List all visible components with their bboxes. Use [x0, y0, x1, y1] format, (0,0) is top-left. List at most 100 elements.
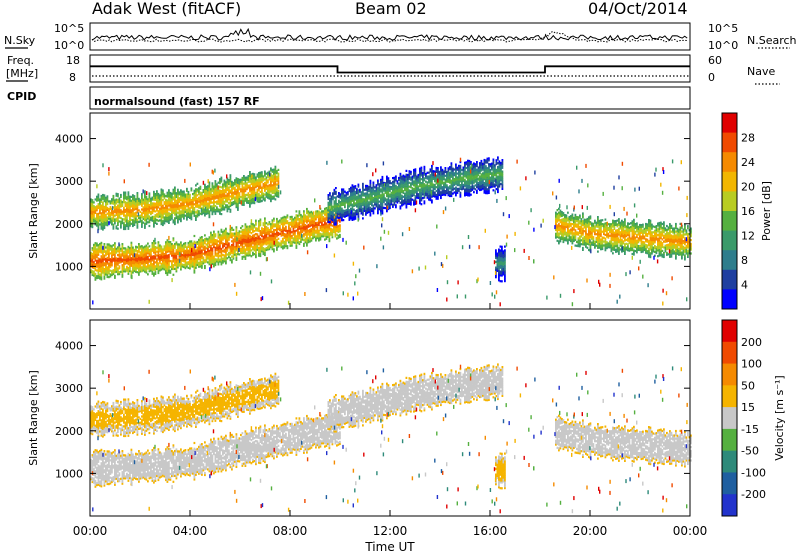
power-cell	[106, 262, 109, 265]
power-cell	[132, 250, 134, 253]
power-cell	[231, 245, 233, 249]
power-cell	[325, 228, 328, 231]
power-cell	[316, 229, 319, 232]
power-cell	[168, 267, 170, 270]
power-cell	[132, 246, 134, 249]
power-cell	[303, 214, 305, 217]
power-cell	[267, 231, 269, 234]
power-cell	[162, 261, 164, 264]
power-cell	[283, 233, 286, 236]
power-cell	[277, 222, 280, 225]
power-cell	[150, 207, 152, 210]
power-cell	[133, 268, 136, 271]
power-cell	[226, 243, 229, 246]
power-cell	[97, 259, 100, 262]
power-cell	[309, 211, 311, 214]
power-cell	[277, 180, 280, 183]
power-cell	[295, 216, 298, 219]
power-cell	[108, 247, 110, 250]
power-cell	[105, 210, 107, 213]
power-cell	[228, 255, 230, 259]
power-cell	[225, 229, 227, 232]
power-cell	[207, 240, 209, 243]
power-cell	[142, 198, 145, 201]
power-cell	[205, 237, 208, 240]
power-cell	[153, 194, 155, 197]
power-cell	[325, 208, 328, 212]
power-cell	[207, 249, 209, 252]
power-cell	[288, 239, 290, 242]
power-cell	[127, 266, 130, 270]
power-cell	[118, 205, 121, 208]
power-cell	[157, 269, 160, 273]
power-cell	[369, 214, 372, 217]
power-cell	[103, 211, 106, 214]
power-cell	[213, 238, 215, 241]
power-cell	[208, 214, 211, 217]
power-cell	[157, 254, 160, 257]
power-cell	[295, 221, 298, 224]
power-cell	[126, 254, 128, 257]
power-cell	[258, 225, 260, 229]
power-cell	[114, 253, 116, 256]
power-cell	[264, 230, 266, 234]
power-cell	[315, 225, 317, 229]
power-cell	[153, 272, 155, 275]
power-cell	[334, 233, 337, 236]
power-cell	[150, 216, 152, 219]
power-cell	[97, 193, 100, 196]
power-cell	[91, 254, 94, 257]
power-cell	[124, 195, 127, 198]
power-cell	[183, 246, 185, 249]
power-cell	[102, 228, 104, 231]
power-cell	[94, 211, 97, 214]
power-cell	[160, 264, 163, 267]
power-cell	[276, 221, 278, 224]
power-cell	[135, 270, 137, 273]
power-cell	[325, 214, 328, 217]
power-cell	[204, 265, 206, 268]
power-cell	[244, 250, 247, 253]
power-cell	[288, 231, 290, 234]
power-cell	[106, 249, 109, 252]
power-cell	[319, 234, 322, 237]
power-cell	[111, 256, 113, 259]
power-cell	[172, 239, 175, 242]
power-cell	[90, 225, 92, 228]
power-cell	[141, 249, 143, 252]
nsearch-line	[91, 30, 688, 43]
power-cell	[276, 244, 278, 247]
power-cell	[268, 244, 271, 247]
power-cell	[220, 247, 223, 250]
power-cell	[126, 201, 128, 205]
power-cell	[193, 240, 196, 243]
power-cell	[132, 221, 134, 224]
power-cell	[292, 233, 295, 236]
power-cell	[220, 242, 223, 245]
power-cell	[261, 242, 263, 245]
power-cell	[277, 189, 280, 192]
power-cell	[96, 199, 98, 202]
power-cell	[252, 242, 254, 245]
power-cell	[217, 232, 220, 235]
power-cell	[118, 271, 121, 274]
power-cell	[261, 190, 263, 193]
power-cell	[205, 251, 208, 254]
power-cell	[289, 242, 292, 245]
power-cell	[243, 246, 245, 249]
power-cell	[106, 197, 109, 200]
power-cell	[135, 261, 137, 264]
power-cell	[306, 215, 308, 218]
power-cell	[114, 274, 116, 277]
freq-tick-high: 18	[66, 54, 80, 67]
power-cell	[123, 212, 125, 215]
power-cell	[138, 273, 140, 276]
power-cell	[123, 195, 125, 198]
power-cell	[106, 212, 109, 215]
power-cell	[142, 265, 145, 268]
freq-line	[90, 65, 690, 74]
power-cell	[297, 228, 299, 231]
power-cell	[100, 257, 103, 260]
power-cell	[276, 248, 278, 251]
power-cell	[328, 234, 331, 237]
